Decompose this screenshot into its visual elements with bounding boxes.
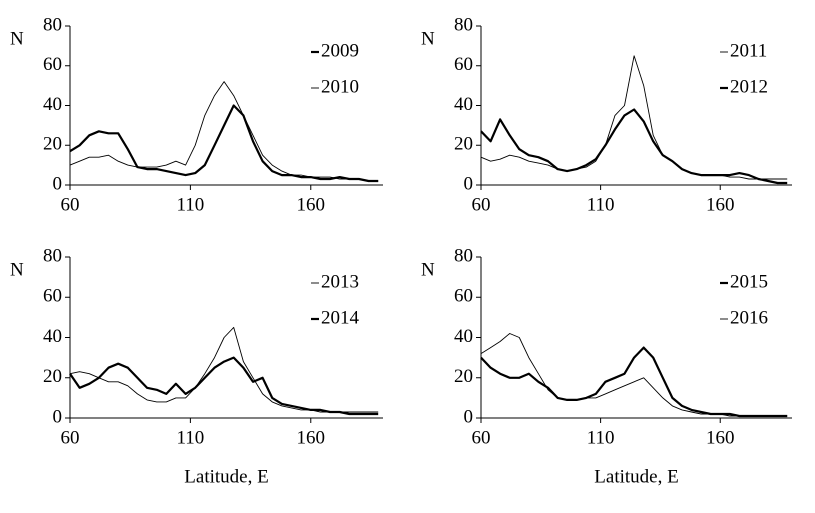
legend-label: 2014	[321, 307, 360, 328]
x-tick-label: 160	[706, 194, 735, 215]
y-tick-label: 0	[53, 406, 63, 427]
y-tick-label: 60	[454, 286, 473, 307]
y-tick-label: 80	[43, 245, 62, 266]
series-line	[69, 356, 379, 416]
y-tick-label: 20	[43, 366, 62, 387]
legend-label: 2016	[730, 307, 768, 328]
y-tick-label: 0	[53, 173, 63, 194]
y-axis-label: N	[421, 259, 435, 280]
y-tick-label: 40	[454, 94, 473, 115]
series-line	[69, 81, 379, 182]
x-tick-label: 110	[587, 194, 615, 215]
x-axis-label: Latitude, E	[184, 466, 268, 487]
y-axis-label: N	[421, 28, 435, 49]
series-line	[480, 346, 788, 418]
y-tick-label: 80	[454, 14, 473, 35]
legend-label: 2009	[321, 40, 359, 61]
y-tick-label: 40	[43, 326, 62, 347]
y-tick-label: 40	[454, 326, 473, 347]
x-tick-label: 60	[472, 427, 491, 448]
x-tick-label: 160	[297, 194, 326, 215]
series-line	[69, 104, 379, 183]
series-line	[480, 333, 788, 417]
y-tick-label: 60	[43, 286, 62, 307]
series-line	[480, 108, 788, 185]
y-tick-label: 20	[454, 134, 473, 155]
y-tick-label: 0	[464, 173, 474, 194]
y-tick-label: 60	[43, 54, 62, 75]
legend-label: 2011	[730, 40, 767, 61]
y-tick-label: 80	[43, 14, 62, 35]
y-axis-label: N	[10, 259, 24, 280]
x-tick-label: 60	[61, 427, 80, 448]
x-axis-label: Latitude, E	[594, 466, 678, 487]
y-tick-label: 40	[43, 94, 62, 115]
y-tick-label: 20	[454, 366, 473, 387]
legend-label: 2013	[321, 271, 359, 292]
x-tick-label: 110	[176, 427, 204, 448]
x-tick-label: 110	[587, 427, 615, 448]
y-tick-label: 20	[43, 134, 62, 155]
legend-label: 2012	[730, 76, 768, 97]
x-tick-label: 110	[176, 194, 204, 215]
y-axis-label: N	[10, 28, 24, 49]
series-line	[480, 55, 788, 180]
x-tick-label: 160	[297, 427, 326, 448]
x-tick-label: 160	[706, 427, 735, 448]
legend-label: 2010	[321, 76, 359, 97]
y-tick-label: 80	[454, 245, 473, 266]
x-tick-label: 60	[61, 194, 80, 215]
legend-label: 2015	[730, 271, 768, 292]
y-tick-label: 0	[464, 406, 474, 427]
series-line	[69, 326, 379, 413]
y-tick-label: 60	[454, 54, 473, 75]
x-tick-label: 60	[472, 194, 491, 215]
